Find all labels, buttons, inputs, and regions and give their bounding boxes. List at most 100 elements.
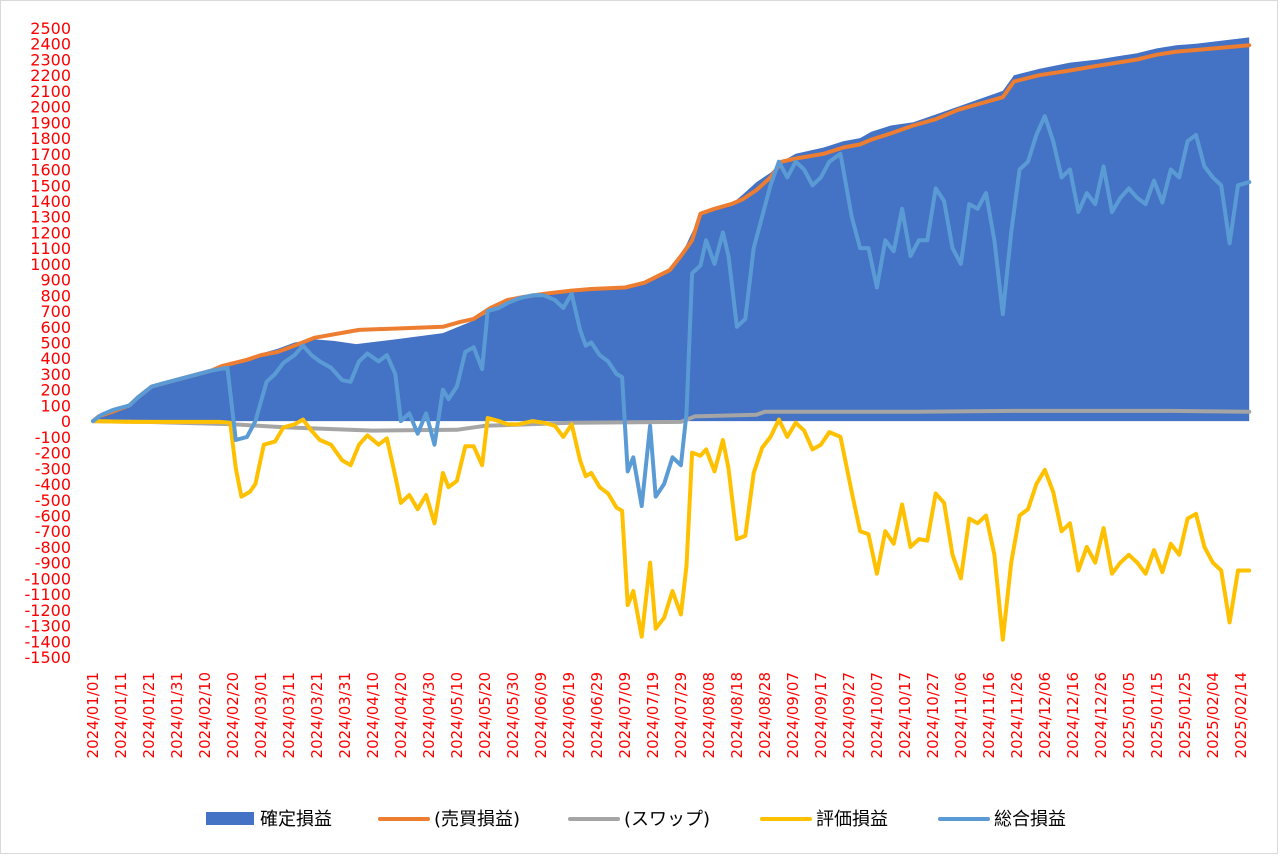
y-tick-label: -1100 — [25, 585, 72, 604]
x-tick-label: 2024/10/27 — [924, 672, 942, 758]
x-tick-label: 2024/06/29 — [588, 672, 606, 758]
x-tick-label: 2024/01/21 — [140, 672, 158, 758]
x-tick-label: 2024/08/18 — [728, 672, 746, 758]
y-tick-label: 800 — [40, 286, 71, 305]
legend-swatch-確定損益 — [206, 812, 254, 825]
x-tick-label: 2024/11/16 — [980, 672, 998, 758]
y-tick-label: 100 — [40, 396, 71, 415]
x-tick-label: 2024/03/31 — [336, 672, 354, 758]
y-tick-label: -800 — [35, 538, 71, 557]
legend-label: 総合損益 — [994, 809, 1066, 830]
x-tick-label: 2024/03/21 — [308, 672, 326, 758]
y-tick-label: 400 — [40, 349, 71, 368]
x-tick-label: 2024/05/30 — [504, 672, 522, 758]
legend-label: (売買損益) — [434, 809, 520, 830]
x-tick-label: 2024/01/31 — [168, 672, 186, 758]
x-tick-label: 2024/03/11 — [280, 672, 298, 758]
y-tick-label: 900 — [40, 271, 71, 290]
x-tick-label: 2024/07/09 — [616, 672, 634, 758]
x-tick-label: 2024/02/20 — [224, 672, 242, 758]
y-tick-label: 1200 — [30, 223, 71, 242]
x-tick-label: 2024/04/20 — [392, 672, 410, 758]
x-tick-label: 2024/10/07 — [868, 672, 886, 758]
x-tick-label: 2025/01/15 — [1148, 672, 1166, 758]
y-tick-label: -500 — [35, 491, 71, 510]
series-area-0 — [93, 37, 1250, 422]
x-tick-label: 2024/07/29 — [672, 672, 690, 758]
y-tick-label: 1100 — [30, 239, 71, 258]
x-tick-label: 2024/06/09 — [532, 672, 550, 758]
y-tick-label: 1500 — [30, 176, 71, 195]
series-line-3 — [91, 416, 1252, 642]
y-tick-label: 0 — [61, 412, 71, 431]
y-tick-label: -1400 — [25, 632, 72, 651]
x-tick-label: 2024/04/10 — [364, 672, 382, 758]
y-axis: -1500-1400-1300-1200-1100-1000-900-800-7… — [25, 19, 72, 667]
y-tick-label: -700 — [35, 522, 71, 541]
x-tick-label: 2025/02/14 — [1232, 672, 1250, 758]
x-tick-label: 2024/03/01 — [252, 672, 270, 758]
y-tick-label: 500 — [40, 334, 71, 353]
y-tick-label: -300 — [35, 459, 71, 478]
y-tick-label: -200 — [35, 444, 71, 463]
line-layer — [91, 43, 1252, 642]
x-tick-label: 2025/01/05 — [1120, 672, 1138, 758]
y-tick-label: -900 — [35, 554, 71, 573]
x-tick-label: 2024/12/06 — [1036, 672, 1054, 758]
x-tick-label: 2024/09/27 — [840, 672, 858, 758]
y-tick-label: 2200 — [30, 66, 71, 85]
y-tick-label: 1300 — [30, 208, 71, 227]
x-tick-label: 2024/09/07 — [784, 672, 802, 758]
y-tick-label: 1800 — [30, 129, 71, 148]
x-tick-label: 2024/09/17 — [812, 672, 830, 758]
x-tick-label: 2024/01/11 — [112, 672, 130, 758]
legend-label: 評価損益 — [816, 809, 888, 830]
x-tick-label: 2024/11/26 — [1008, 672, 1026, 758]
y-tick-label: -1000 — [25, 569, 72, 588]
x-tick-label: 2024/12/26 — [1092, 672, 1110, 758]
y-tick-label: 300 — [40, 365, 71, 384]
x-tick-label: 2025/02/04 — [1204, 672, 1222, 758]
y-tick-label: -400 — [35, 475, 71, 494]
x-axis: 2024/01/01 2024/01/11 2024/01/21 2024/01/31… — [84, 672, 1250, 758]
x-tick-label: 2024/06/19 — [560, 672, 578, 758]
y-tick-label: 2300 — [30, 50, 71, 69]
x-tick-label: 2024/01/01 — [84, 672, 102, 758]
legend-label: (スワップ) — [624, 809, 710, 830]
x-tick-label: 2024/08/08 — [700, 672, 718, 758]
x-tick-label: 2025/01/25 — [1176, 672, 1194, 758]
x-tick-label: 2024/08/28 — [756, 672, 774, 758]
series-line-1 — [91, 43, 1252, 424]
x-tick-label: 2024/07/19 — [644, 672, 662, 758]
y-tick-label: 2000 — [30, 98, 71, 117]
y-tick-label: 1700 — [30, 145, 71, 164]
y-tick-label: -100 — [35, 428, 71, 447]
x-tick-label: 2024/05/10 — [448, 672, 466, 758]
x-tick-label: 2024/12/16 — [1064, 672, 1082, 758]
y-tick-label: 1600 — [30, 161, 71, 180]
y-tick-label: 1000 — [30, 255, 71, 274]
legend: 確定損益 (売買損益) (スワップ) 評価損益 総合損益 — [206, 809, 1066, 830]
y-tick-label: 600 — [40, 318, 71, 337]
x-tick-label: 2024/04/30 — [420, 672, 438, 758]
y-tick-label: 200 — [40, 381, 71, 400]
series-line-4 — [91, 114, 1252, 508]
y-tick-label: -1200 — [25, 601, 72, 620]
x-tick-label: 2024/02/10 — [196, 672, 214, 758]
y-tick-label: 700 — [40, 302, 71, 321]
y-tick-label: -600 — [35, 506, 71, 525]
area-layer — [93, 37, 1250, 422]
y-tick-label: 2500 — [30, 19, 71, 38]
y-tick-label: 2100 — [30, 82, 71, 101]
x-tick-label: 2024/05/20 — [476, 672, 494, 758]
y-tick-label: 2400 — [30, 35, 71, 54]
legend-label: 確定損益 — [260, 809, 332, 830]
x-tick-label: 2024/11/06 — [952, 672, 970, 758]
y-tick-label: -1500 — [25, 648, 72, 667]
y-tick-label: -1300 — [25, 617, 72, 636]
y-tick-label: 1400 — [30, 192, 71, 211]
x-tick-label: 2024/10/17 — [896, 672, 914, 758]
y-tick-label: 1900 — [30, 113, 71, 132]
